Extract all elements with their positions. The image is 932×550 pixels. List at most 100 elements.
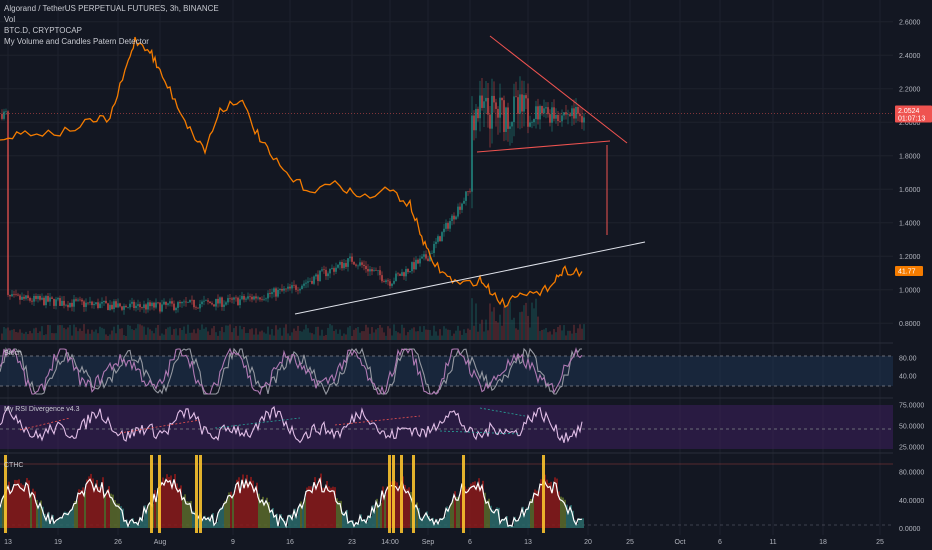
volume-bar: [115, 333, 117, 340]
candle-body: [211, 303, 213, 305]
cthc-bar: [492, 509, 494, 528]
candle-body: [11, 294, 13, 297]
cthc-bar: [466, 488, 468, 528]
candle-body: [505, 107, 507, 132]
volume-bar: [45, 334, 47, 340]
cthc-bar: [434, 523, 436, 528]
symbol-title[interactable]: Algorand / TetherUS PERPETUAL FUTURES, 3…: [4, 4, 219, 13]
candle-body: [9, 294, 11, 297]
candle-body: [339, 262, 341, 265]
cthc-bar: [42, 506, 44, 528]
cthc-bar: [540, 479, 542, 528]
cthc-bar: [422, 519, 424, 528]
candle-body: [327, 273, 329, 277]
volume-bar: [229, 324, 231, 340]
overlay-symbol-label[interactable]: BTC.D, CRYPTOCAP: [4, 26, 82, 35]
cthc-bar: [552, 489, 554, 528]
volume-bar: [151, 330, 153, 340]
cthc-title[interactable]: CTHC: [4, 462, 24, 469]
volume-bar: [187, 324, 189, 340]
candle-body: [559, 120, 561, 122]
volume-bar: [265, 333, 267, 340]
candle-body: [43, 297, 45, 306]
volume-bar: [43, 335, 45, 340]
btcd-tag: [895, 266, 923, 276]
candle-body: [53, 298, 55, 306]
volume-bar: [445, 328, 447, 340]
candle-body: [531, 122, 533, 123]
volume-bar: [345, 334, 347, 340]
volume-bar: [209, 335, 211, 340]
candle-body: [227, 298, 229, 303]
candle-body: [415, 259, 417, 270]
volume-bar: [125, 335, 127, 340]
volume-bar: [239, 325, 241, 340]
volume-bar: [129, 325, 131, 340]
stoch-pane[interactable]: [0, 347, 893, 396]
candle-body: [139, 304, 141, 308]
candle-body: [233, 297, 235, 300]
candle-body: [351, 256, 353, 262]
volume-bar: [177, 335, 179, 340]
cthc-bar: [118, 503, 120, 528]
volume-bar: [91, 329, 93, 340]
volume-bar: [317, 326, 319, 340]
candle-body: [427, 258, 429, 262]
volume-bar: [97, 333, 99, 340]
volume-bar: [263, 332, 265, 340]
volume-bar: [249, 329, 251, 340]
stoch-title[interactable]: Stoch: [4, 350, 22, 357]
candle-body: [353, 261, 355, 265]
cthc-bar: [322, 487, 324, 528]
candle-body: [413, 262, 415, 270]
cthc-bar: [376, 498, 378, 528]
volume-bar: [383, 332, 385, 340]
rsi-title[interactable]: My RSI Divergence v4.3: [4, 406, 80, 413]
volume-bar: [543, 329, 545, 340]
cthc-bar: [304, 498, 306, 528]
cthc-bar: [260, 499, 262, 528]
cthc-bar: [378, 504, 380, 528]
cthc-bar: [204, 515, 206, 528]
volume-bar: [269, 334, 271, 340]
vol-indicator-label[interactable]: Vol: [4, 15, 16, 24]
candle-body: [469, 191, 471, 193]
candle-body: [149, 302, 151, 307]
cthc-bar: [538, 491, 540, 528]
trend-drawings[interactable]: [0, 35, 893, 315]
cthc-pane[interactable]: [0, 455, 893, 533]
cthc-bar: [372, 505, 374, 528]
volume-bar: [195, 333, 197, 340]
volume-bar: [495, 321, 497, 340]
candle-body: [5, 111, 7, 112]
candle-body: [137, 304, 139, 306]
candle-body: [335, 267, 337, 272]
cthc-bar: [536, 490, 538, 528]
rsi-divergence-pane[interactable]: [0, 405, 893, 449]
volume-bar: [385, 335, 387, 340]
volume-bar: [289, 335, 291, 340]
cthc-bar: [568, 511, 570, 528]
volume-bar: [37, 332, 39, 340]
candle-body: [177, 302, 179, 308]
price-tick-label: 2.4000: [899, 53, 921, 60]
time-axis[interactable]: 13 19 26 Aug 9 16 23 14:00 Sep 6 13 20 25 Oct 6 11 18 25: [4, 539, 884, 546]
volume-bar: [173, 329, 175, 340]
time-tick-label: 25: [876, 539, 884, 546]
volume-bar: [545, 328, 547, 340]
candle-body: [187, 302, 189, 303]
cthc-bar: [310, 486, 312, 528]
candle-body: [179, 302, 181, 304]
cthc-bar: [182, 496, 184, 528]
cthc-bar: [240, 489, 242, 528]
candle-body: [369, 269, 371, 272]
volume-bar: [541, 329, 543, 340]
cthc-bar: [580, 518, 582, 528]
volume-bar: [439, 329, 441, 340]
pattern-detector-label[interactable]: My Volume and Candles Patern Detector: [4, 37, 149, 46]
volume-bar: [497, 322, 499, 340]
candle-body: [41, 297, 43, 300]
cthc-bar: [362, 520, 364, 528]
candle-body: [409, 271, 411, 273]
